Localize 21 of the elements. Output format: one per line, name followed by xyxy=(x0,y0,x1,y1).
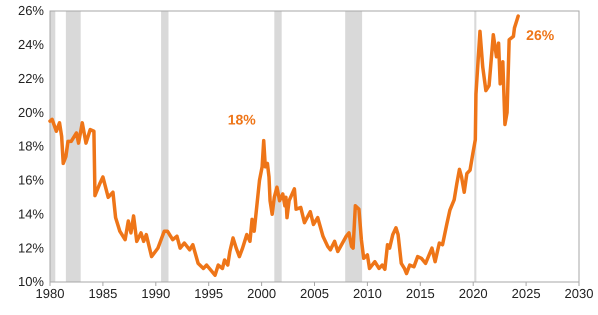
annotation: 26% xyxy=(526,27,555,44)
x-tick-label: 1990 xyxy=(141,286,170,302)
x-tick-label: 2020 xyxy=(458,286,488,302)
y-tick-label: 16% xyxy=(18,172,44,188)
y-tick-label: 20% xyxy=(18,104,44,120)
x-tick-label: 2030 xyxy=(564,286,594,302)
y-tick-label: 22% xyxy=(18,70,44,86)
x-tick-label: 1995 xyxy=(194,286,224,302)
annotation: 18% xyxy=(228,112,256,128)
x-tick-label: 2000 xyxy=(247,286,276,302)
y-tick-label: 12% xyxy=(18,240,44,256)
y-tick-label: 26% xyxy=(18,3,44,18)
y-tick-label: 18% xyxy=(18,138,44,154)
y-tick-label: 24% xyxy=(18,37,44,52)
x-tick-label: 1985 xyxy=(88,286,118,302)
line-series xyxy=(48,14,520,277)
y-tick-label: 14% xyxy=(18,206,44,222)
x-tick-label: 2025 xyxy=(512,286,541,302)
x-tick-label: 2015 xyxy=(406,286,435,302)
x-tick-label: 2005 xyxy=(300,286,329,302)
x-tick-label: 2010 xyxy=(352,286,382,302)
